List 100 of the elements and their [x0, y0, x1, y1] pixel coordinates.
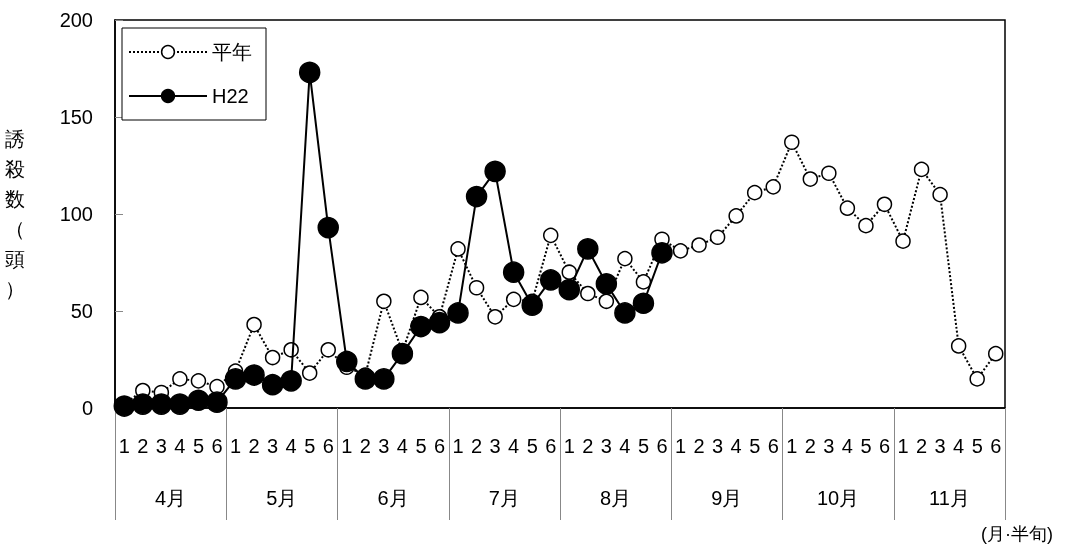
point	[502, 261, 525, 283]
point	[876, 196, 893, 213]
x-tick-label: 3	[155, 435, 167, 457]
x-tick-label: 1	[341, 435, 353, 457]
point	[969, 371, 985, 387]
point	[614, 302, 636, 324]
point	[484, 160, 506, 183]
point	[580, 285, 596, 302]
point	[987, 345, 1004, 362]
point	[317, 216, 339, 239]
x-tick-label: 4	[619, 435, 631, 457]
x-tick-label: 1	[674, 435, 687, 457]
point	[839, 200, 856, 216]
point	[595, 273, 618, 295]
point	[521, 294, 543, 316]
x-tick-label: 1	[786, 435, 798, 457]
x-tick-label: 4	[841, 435, 853, 457]
text: 10月	[817, 487, 860, 509]
x-tick-label: 4	[730, 435, 742, 457]
point	[209, 378, 225, 395]
y-tick-label: 200	[59, 9, 93, 31]
x-tick-label: 5	[304, 435, 316, 457]
point	[264, 349, 281, 366]
x-tick-label: 4	[396, 435, 408, 457]
point	[950, 338, 967, 354]
point	[487, 309, 503, 325]
x-tick-label: 2	[359, 435, 371, 457]
point	[802, 171, 819, 187]
x-tick-label: 2	[916, 435, 928, 457]
x-tick-label: 5	[860, 435, 872, 457]
point	[598, 293, 615, 310]
x-tick-label: 5	[415, 435, 427, 457]
text: 6月	[377, 487, 409, 509]
text: 5月	[266, 487, 298, 509]
x-tick-label: 1	[229, 435, 242, 457]
x-tick-label: 2	[471, 435, 483, 457]
point	[169, 393, 191, 415]
point	[450, 241, 466, 257]
x-tick-label: 1	[118, 435, 130, 457]
point	[280, 370, 302, 392]
x-tick-label: 6	[767, 435, 779, 457]
point	[540, 269, 562, 291]
point	[224, 368, 247, 390]
point	[172, 371, 188, 387]
point	[746, 184, 763, 201]
point	[561, 264, 578, 280]
x-tick-label: 5	[526, 435, 538, 457]
legend-label: 平年	[212, 41, 252, 63]
y-tick-label: 150	[59, 106, 93, 128]
point	[784, 134, 800, 150]
x-tick-label: 4	[953, 435, 965, 457]
x-tick-label: 5	[749, 435, 761, 457]
point	[558, 278, 581, 301]
x-tick-label: 2	[137, 435, 149, 457]
point	[709, 229, 726, 246]
point	[691, 237, 707, 253]
point	[410, 315, 432, 338]
x-tick-label: 3	[823, 435, 835, 457]
point	[447, 302, 469, 324]
point	[354, 368, 377, 390]
x-tick-label: 3	[934, 435, 946, 457]
point	[895, 233, 911, 249]
x-tick-label: 2	[248, 435, 260, 457]
point	[243, 364, 265, 386]
point	[468, 279, 485, 296]
x-tick-label: 1	[897, 435, 909, 457]
x-tick-label: 6	[322, 435, 334, 457]
point	[428, 311, 451, 334]
point	[913, 161, 930, 178]
x-tick-label: 1	[452, 435, 464, 457]
x-tick-label: 5	[637, 435, 649, 457]
x-tick-label: 6	[211, 435, 223, 457]
y-tick-label: 50	[70, 300, 93, 322]
point	[765, 179, 781, 195]
point	[632, 292, 655, 314]
x-tick-label: 3	[378, 435, 390, 457]
x-tick-label: 5	[971, 435, 983, 457]
text: (月·半旬)	[981, 524, 1053, 544]
point	[858, 217, 874, 234]
x-tick-label: 3	[600, 435, 612, 457]
text: 7月	[488, 487, 520, 509]
point	[132, 393, 154, 415]
point	[190, 373, 207, 389]
point	[465, 185, 488, 208]
point	[246, 316, 262, 333]
text: 4月	[155, 487, 187, 509]
point	[672, 243, 689, 259]
x-tick-label: 4	[285, 435, 297, 457]
point	[413, 289, 429, 306]
point	[577, 238, 599, 260]
point	[187, 389, 210, 411]
text: 11月	[928, 487, 970, 509]
y-axis-title: 誘殺数（頭）	[5, 128, 25, 300]
point	[391, 342, 414, 365]
x-tick-label: 4	[174, 435, 186, 457]
x-tick-label: 6	[990, 435, 1002, 457]
x-tick-label: 2	[693, 435, 705, 457]
x-tick-label: 1	[563, 435, 575, 457]
x-tick-label: 4	[508, 435, 520, 457]
point	[150, 393, 173, 415]
